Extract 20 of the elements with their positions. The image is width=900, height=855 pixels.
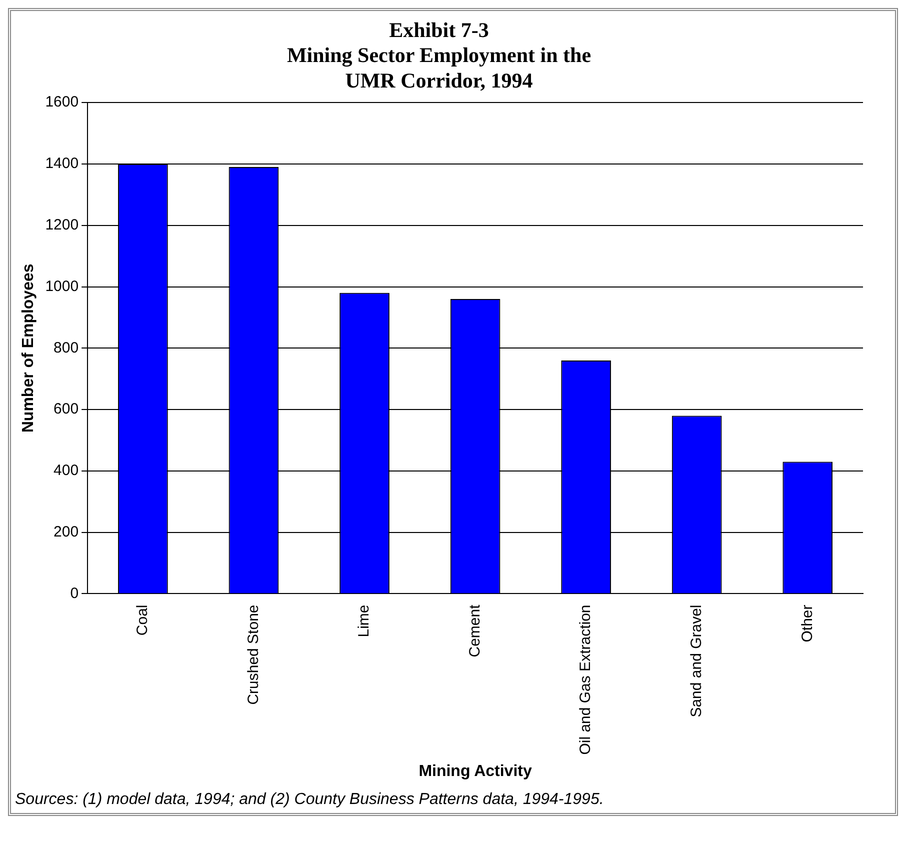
y-tick-label: 1000 (45, 278, 79, 295)
y-tick-label: 600 (54, 400, 79, 418)
y-axis-title: Number of Employees (20, 264, 38, 433)
y-tick-label: 200 (54, 523, 79, 540)
x-tick-label: Other (798, 604, 816, 642)
x-tick-label: Crushed Stone (244, 604, 262, 705)
y-tick-label: 1600 (45, 94, 79, 111)
x-tick-label: Sand and Gravel (688, 604, 705, 718)
x-tick-label: Oil and Gas Extraction (577, 604, 594, 755)
y-tick-label: 1400 (45, 155, 79, 172)
y-tick-label: 1200 (45, 216, 79, 234)
chart-title: Exhibit 7-3 Mining Sector Employment in the UMR Corridor, 1994 (286, 18, 592, 92)
x-tick-label: Cement (466, 604, 484, 658)
x-axis-title: Mining Activity (418, 762, 532, 780)
y-tick-label: 400 (54, 462, 79, 480)
y-tick-label: 800 (54, 339, 79, 356)
source-note: Sources: (1) model data, 1994; and (2) County Business Patterns data, 1994-1995. (15, 791, 605, 809)
x-tick-label: Lime (356, 604, 373, 638)
x-tick-label: Coal (134, 604, 152, 636)
y-tick-label: 0 (70, 584, 79, 602)
